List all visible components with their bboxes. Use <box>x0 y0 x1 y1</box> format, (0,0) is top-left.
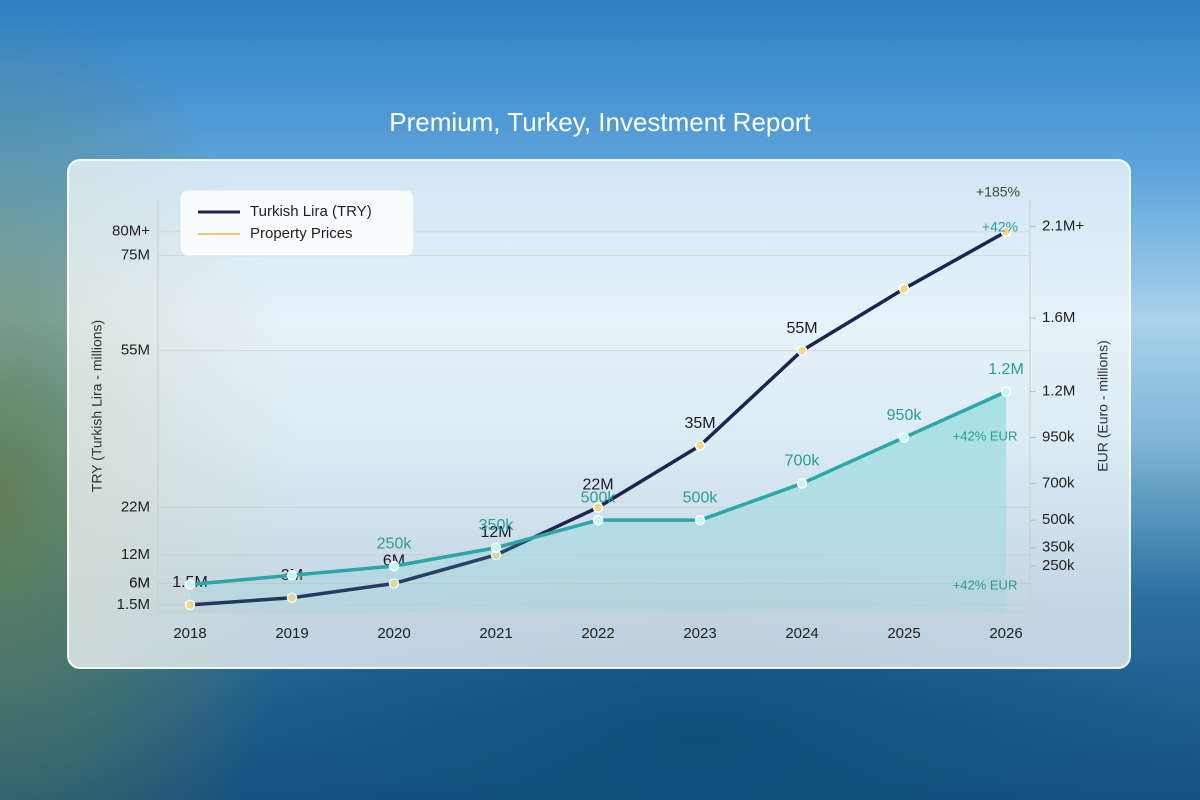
y-tick-label: 1.5M <box>117 596 150 613</box>
annotation: +42% EUR <box>953 428 1018 443</box>
value-label: 250k <box>377 535 413 552</box>
data-point <box>286 570 298 581</box>
x-tick-label: 2026 <box>989 625 1022 642</box>
value-label: 55M <box>786 320 817 337</box>
data-point <box>796 345 808 356</box>
y2-tick-label: 1.6M <box>1042 309 1075 326</box>
value-label: 950k <box>887 407 923 424</box>
data-point <box>898 432 910 443</box>
value-label: 35M <box>684 415 715 432</box>
x-tick-label: 2019 <box>275 625 308 642</box>
x-tick-label: 2022 <box>581 625 614 642</box>
chart-title: Premium, Turkey, Investment Report <box>389 107 811 137</box>
data-point <box>490 542 502 553</box>
y-tick-label: 12M <box>121 546 150 563</box>
legend-box <box>179 189 415 257</box>
y2-tick-label: 250k <box>1042 557 1075 574</box>
y-tick-label: 6M <box>129 574 150 591</box>
legend-label: Property Prices <box>250 225 353 242</box>
annotation: +42% EUR <box>953 577 1018 592</box>
data-point <box>592 502 604 513</box>
y2-tick-label: 500k <box>1042 511 1075 528</box>
value-label: 500k <box>683 489 719 506</box>
y-axis-label: TRY (Turkish Lira - millions) <box>89 320 105 492</box>
x-tick-label: 2025 <box>887 625 920 642</box>
y-tick-label: 22M <box>121 498 150 515</box>
annotation: +185% <box>976 184 1020 200</box>
y-tick-label: 55M <box>121 342 150 359</box>
y-tick-label: 80M+ <box>112 223 150 240</box>
data-point <box>1000 386 1012 397</box>
y2-tick-label: 950k <box>1042 429 1075 446</box>
data-point <box>388 560 400 572</box>
y-tick-label: 75M <box>121 246 150 263</box>
y2-tick-label: 700k <box>1042 474 1075 491</box>
value-label: 1.2M <box>988 361 1024 378</box>
data-point <box>184 579 196 590</box>
data-point <box>898 283 910 295</box>
y2-tick-label: 2.1M+ <box>1042 217 1084 234</box>
value-label: 12M <box>480 524 511 541</box>
value-label: 700k <box>785 453 821 470</box>
x-tick-label: 2021 <box>479 625 512 642</box>
y2-tick-label: 350k <box>1042 539 1075 556</box>
x-tick-label: 2024 <box>785 625 818 642</box>
x-tick-label: 2020 <box>377 625 410 642</box>
legend-label: Turkish Lira (TRY) <box>250 203 372 220</box>
annotation: +42% <box>982 219 1018 235</box>
area <box>190 391 1006 612</box>
y2-axis-label: EUR (Euro - millions) <box>1095 340 1111 471</box>
data-point <box>1000 226 1012 238</box>
data-point <box>694 440 706 451</box>
x-tick-label: 2023 <box>683 625 716 642</box>
y-tick-label: 6M <box>129 574 150 591</box>
data-point <box>694 514 706 526</box>
data-point <box>796 478 808 489</box>
x-tick-label: 2018 <box>173 625 206 642</box>
data-point <box>592 514 604 526</box>
value-label: 350k <box>479 517 515 534</box>
value-label: 500k <box>581 489 617 506</box>
y2-tick-label: 1.2M <box>1042 383 1075 400</box>
value-label: 22M <box>582 477 613 494</box>
